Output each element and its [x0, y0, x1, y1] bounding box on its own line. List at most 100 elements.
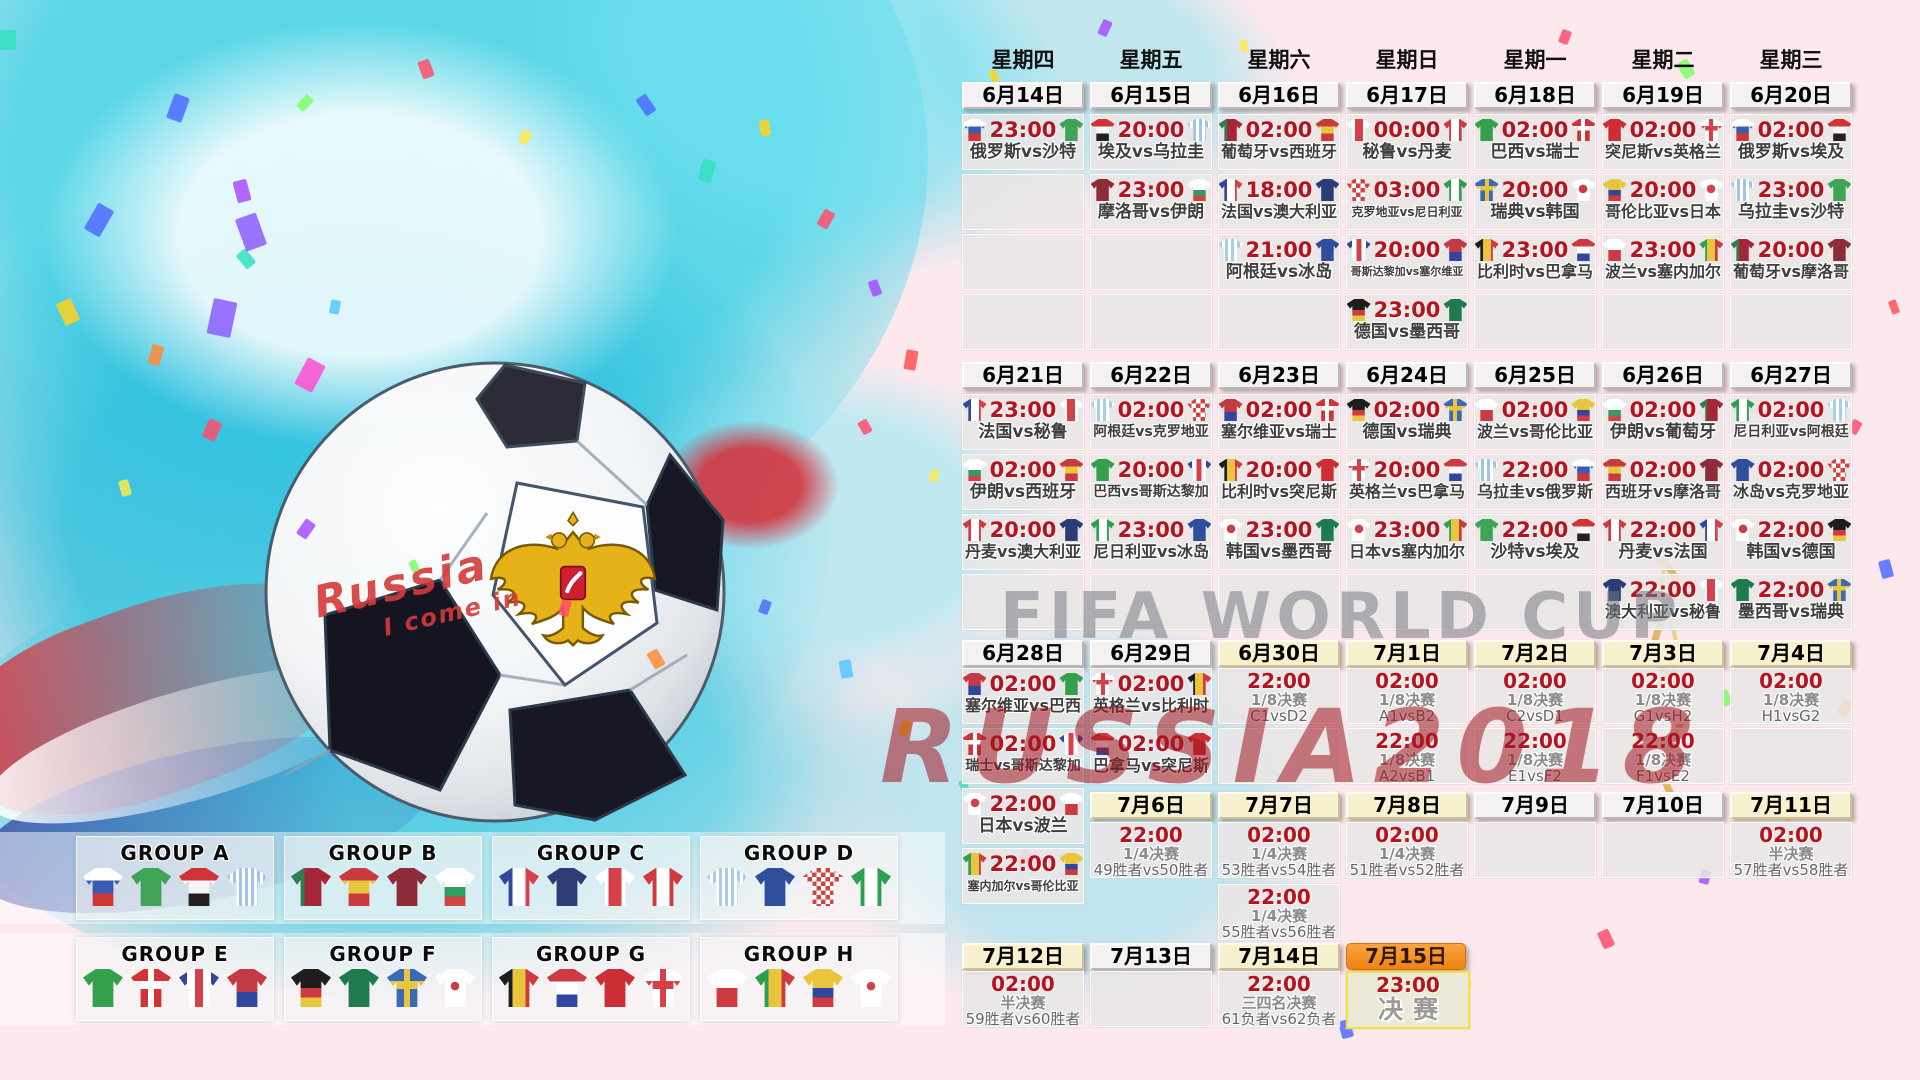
confetti-piece	[147, 343, 165, 367]
weekday-label: 星期五	[1119, 48, 1183, 72]
date-header: 6月18日	[1474, 82, 1596, 109]
empty-cell	[1218, 574, 1340, 630]
jersey-icon	[1571, 239, 1596, 261]
match-time: 02:00	[1629, 118, 1697, 142]
jersey-icon	[435, 868, 475, 906]
knockout-cell: 02:00 1/4决赛 53胜者vs54胜者	[1218, 822, 1340, 878]
stage-label: 1/8决赛	[1378, 691, 1436, 709]
jersey-icon	[227, 868, 267, 906]
jersey-icon	[1474, 179, 1499, 201]
match-cell: 20:00 哥伦比亚vs日本	[1602, 174, 1724, 230]
jersey-icon	[1827, 579, 1852, 601]
jersey-icon	[1730, 579, 1755, 601]
jersey-icon	[291, 969, 331, 1007]
match-cell: 20:00 哥斯达黎加vs塞尔维亚	[1346, 234, 1468, 290]
match-cell: 20:00 英格兰vs巴拿马	[1346, 454, 1468, 510]
jersey-icon	[1315, 239, 1340, 261]
jersey-icon	[962, 793, 987, 815]
jersey-icon	[1602, 239, 1627, 261]
empty-cell	[1090, 234, 1212, 290]
confetti-piece	[328, 299, 342, 315]
jersey-icon	[1346, 179, 1371, 201]
match-time: 20:00	[1501, 178, 1569, 202]
match-time: 02:00	[1759, 669, 1823, 693]
jersey-icon	[1474, 519, 1499, 541]
match-teams: 哥斯达黎加vs塞尔维亚	[1350, 265, 1464, 278]
match-cell: 02:00 塞尔维亚vs瑞士	[1218, 394, 1340, 450]
match-cell: 02:00 德国vs瑞典	[1346, 394, 1468, 450]
match-time: 02:00	[1757, 458, 1825, 482]
jersey-icon	[1059, 119, 1084, 141]
match-cell: 23:00 摩洛哥vs伊朗	[1090, 174, 1212, 230]
jersey-icon	[962, 399, 987, 421]
date-header: 6月25日	[1474, 362, 1596, 389]
knockout-cell: 22:00 三四名决赛 61负者vs62负者	[1218, 971, 1340, 1027]
match-code: A2vsB1	[1378, 767, 1436, 785]
match-code: F1vsE2	[1636, 767, 1690, 785]
jersey-icon	[1474, 119, 1499, 141]
jersey-icon	[1187, 459, 1212, 481]
group-title: GROUP D	[743, 841, 855, 865]
jersey-icon	[1443, 239, 1468, 261]
group-jersey-row	[285, 868, 481, 906]
match-cell: 22:00 墨西哥vs瑞典	[1730, 574, 1852, 630]
match-cell: 20:00 葡萄牙vs摩洛哥	[1730, 234, 1852, 290]
match-cell: 22:00 韩国vs德国	[1730, 514, 1852, 570]
date-header: 7月8日	[1346, 792, 1468, 819]
jersey-icon	[1059, 853, 1084, 875]
match-teams: 墨西哥vs瑞典	[1737, 602, 1845, 622]
date-header: 7月1日	[1346, 640, 1468, 667]
match-teams: 突尼斯vs英格兰	[1605, 142, 1721, 161]
match-cell: 02:00 阿根廷vs克罗地亚	[1090, 394, 1212, 450]
match-cell: 20:00 巴西vs哥斯达黎加	[1090, 454, 1212, 510]
jersey-icon	[707, 969, 747, 1007]
confetti-piece	[0, 30, 16, 50]
group-box: GROUP B	[284, 836, 482, 920]
confetti-piece	[232, 178, 252, 204]
weekday-label: 星期日	[1375, 48, 1439, 72]
match-cell: 02:00 尼日利亚vs阿根廷	[1730, 394, 1852, 450]
match-time: 18:00	[1245, 178, 1313, 202]
match-time: 20:00	[1757, 238, 1825, 262]
match-teams: 韩国vs墨西哥	[1225, 542, 1333, 562]
group-title: GROUP H	[743, 942, 855, 966]
group-jersey-row	[701, 969, 897, 1007]
match-cell: 02:00 葡萄牙vs西班牙	[1218, 114, 1340, 170]
match-teams: 巴拿马vs突尼斯	[1093, 756, 1209, 775]
jersey-icon	[1315, 179, 1340, 201]
jersey-icon	[851, 969, 891, 1007]
date-header: 6月14日	[962, 82, 1084, 109]
match-cell: 22:00 丹麦vs法国	[1602, 514, 1724, 570]
confetti-piece	[201, 417, 223, 443]
match-teams: 克罗地亚vs尼日利亚	[1351, 205, 1463, 219]
jersey-icon	[339, 868, 379, 906]
match-time: 23:00	[1501, 238, 1569, 262]
match-code: H1vsG2	[1761, 707, 1821, 725]
match-cell: 23:00 俄罗斯vs沙特	[962, 114, 1084, 170]
match-time: 23:00	[1117, 178, 1185, 202]
empty-cell	[1090, 574, 1212, 630]
match-time: 02:00	[1501, 118, 1569, 142]
group-jersey-row	[285, 969, 481, 1007]
stage-label: 1/4决赛	[1122, 845, 1180, 863]
confetti-piece	[166, 93, 190, 123]
match-cell: 23:00 韩国vs墨西哥	[1218, 514, 1340, 570]
jersey-icon	[1827, 459, 1852, 481]
jersey-icon	[1571, 519, 1596, 541]
match-time: 22:00	[1757, 578, 1825, 602]
jersey-icon	[499, 868, 539, 906]
jersey-icon	[1315, 519, 1340, 541]
group-box: GROUP F	[284, 937, 482, 1021]
group-title: GROUP E	[121, 942, 229, 966]
jersey-icon	[1602, 399, 1627, 421]
jersey-icon	[1474, 239, 1499, 261]
match-time: 23:00	[1373, 298, 1441, 322]
match-cell: 23:00 尼日利亚vs冰岛	[1090, 514, 1212, 570]
stage-label: 1/8决赛	[1378, 751, 1436, 769]
jersey-icon	[547, 969, 587, 1007]
jersey-icon	[1090, 179, 1115, 201]
jersey-icon	[1315, 459, 1340, 481]
jersey-icon	[1730, 239, 1755, 261]
match-teams: 丹麦vs澳大利亚	[965, 542, 1081, 561]
match-time: 22:00	[1501, 518, 1569, 542]
